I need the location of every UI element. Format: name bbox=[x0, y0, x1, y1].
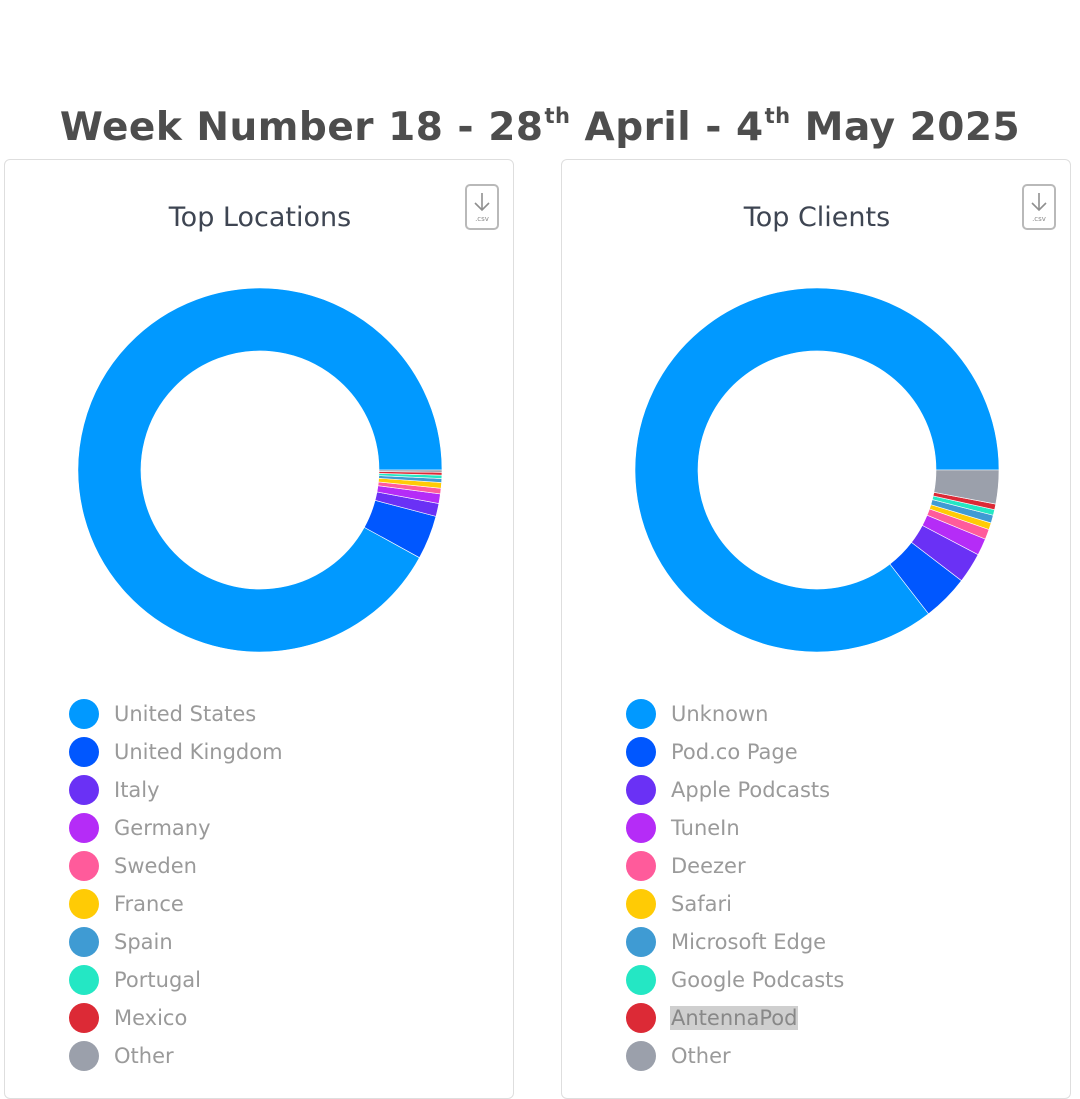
legend-label: AntennaPod bbox=[670, 1006, 799, 1030]
legend-swatch bbox=[69, 1041, 99, 1071]
top-locations-card: Top Locations .csv United States United K… bbox=[4, 159, 514, 1099]
legend-swatch bbox=[69, 775, 99, 805]
legend-label: Other bbox=[671, 1044, 731, 1068]
title-text-year: May 2025 bbox=[790, 105, 1021, 150]
legend-label: Microsoft Edge bbox=[671, 930, 827, 954]
legend-item-tunein[interactable]: TuneIn bbox=[626, 809, 845, 847]
legend-item-deezer[interactable]: Deezer bbox=[626, 847, 845, 885]
legend-item-united-states[interactable]: United States bbox=[69, 695, 284, 733]
legend-label: Germany bbox=[114, 816, 211, 840]
csv-label: .csv bbox=[475, 215, 489, 223]
legend-item-apple-podcasts[interactable]: Apple Podcasts bbox=[626, 771, 845, 809]
legend-item-other[interactable]: Other bbox=[69, 1037, 284, 1075]
chart-title: Top Clients bbox=[743, 202, 891, 233]
clients-donut-chart bbox=[634, 287, 1000, 653]
clients-legend: Unknown Pod.co Page Apple Podcasts TuneIn De… bbox=[626, 695, 845, 1075]
legend-label: Portugal bbox=[114, 968, 201, 992]
legend-item-unknown[interactable]: Unknown bbox=[626, 695, 845, 733]
legend-item-antennapod[interactable]: AntennaPod bbox=[626, 999, 845, 1037]
legend-swatch bbox=[626, 699, 656, 729]
page-title: Week Number 18 - 28th April - 4th May 20… bbox=[0, 104, 1080, 150]
legend-item-italy[interactable]: Italy bbox=[69, 771, 284, 809]
legend-label: TuneIn bbox=[671, 816, 740, 840]
csv-label: .csv bbox=[1032, 215, 1046, 223]
legend-label: France bbox=[114, 892, 184, 916]
title-ordinal: th bbox=[764, 104, 791, 128]
legend-item-france[interactable]: France bbox=[69, 885, 284, 923]
legend-item-united-kingdom[interactable]: United Kingdom bbox=[69, 733, 284, 771]
legend-swatch bbox=[626, 965, 656, 995]
legend-label: Unknown bbox=[671, 702, 769, 726]
legend-swatch bbox=[69, 699, 99, 729]
legend-label: Italy bbox=[114, 778, 160, 802]
legend-item-safari[interactable]: Safari bbox=[626, 885, 845, 923]
download-csv-button[interactable]: .csv bbox=[1022, 184, 1056, 230]
title-text-week: Week Number 18 - 28 bbox=[59, 105, 544, 150]
legend-label: Pod.co Page bbox=[671, 740, 798, 764]
download-arrow-icon bbox=[474, 193, 490, 212]
locations-donut-chart bbox=[77, 287, 443, 653]
legend-swatch bbox=[69, 965, 99, 995]
legend-item-google-podcasts[interactable]: Google Podcasts bbox=[626, 961, 845, 999]
legend-item-germany[interactable]: Germany bbox=[69, 809, 284, 847]
legend-label: Sweden bbox=[114, 854, 197, 878]
legend-label: Apple Podcasts bbox=[671, 778, 831, 802]
download-csv-button[interactable]: .csv bbox=[465, 184, 499, 230]
legend-label: Spain bbox=[114, 930, 173, 954]
download-arrow-icon bbox=[1031, 193, 1047, 212]
legend-item-portugal[interactable]: Portugal bbox=[69, 961, 284, 999]
legend-swatch bbox=[69, 927, 99, 957]
legend-label: United States bbox=[114, 702, 257, 726]
legend-swatch bbox=[626, 889, 656, 919]
legend-swatch bbox=[69, 1003, 99, 1033]
legend-item-pod-co-page[interactable]: Pod.co Page bbox=[626, 733, 845, 771]
legend-swatch bbox=[69, 889, 99, 919]
legend-swatch bbox=[626, 1041, 656, 1071]
legend-swatch bbox=[626, 1003, 656, 1033]
slice-other[interactable] bbox=[933, 469, 1000, 505]
title-ordinal: th bbox=[544, 104, 571, 128]
top-clients-card: Top Clients .csv Unknown Pod.co Page Apple… bbox=[561, 159, 1071, 1099]
title-text-month: April - 4 bbox=[570, 105, 764, 150]
legend-label: Mexico bbox=[114, 1006, 188, 1030]
slice-unknown[interactable] bbox=[634, 287, 1000, 653]
legend-label: Safari bbox=[671, 892, 732, 916]
legend-label: Deezer bbox=[671, 854, 746, 878]
legend-swatch bbox=[626, 813, 656, 843]
legend-swatch bbox=[69, 737, 99, 767]
legend-label: United Kingdom bbox=[114, 740, 283, 764]
legend-item-spain[interactable]: Spain bbox=[69, 923, 284, 961]
legend-item-other[interactable]: Other bbox=[626, 1037, 845, 1075]
legend-swatch bbox=[626, 927, 656, 957]
legend-item-mexico[interactable]: Mexico bbox=[69, 999, 284, 1037]
legend-swatch bbox=[626, 775, 656, 805]
legend-label: Google Podcasts bbox=[671, 968, 845, 992]
slice-other[interactable] bbox=[378, 469, 443, 473]
legend-item-microsoft-edge[interactable]: Microsoft Edge bbox=[626, 923, 845, 961]
legend-label: Other bbox=[114, 1044, 174, 1068]
chart-title: Top Locations bbox=[168, 202, 352, 233]
legend-swatch bbox=[626, 851, 656, 881]
legend-item-sweden[interactable]: Sweden bbox=[69, 847, 284, 885]
legend-swatch bbox=[626, 737, 656, 767]
legend-swatch bbox=[69, 851, 99, 881]
locations-legend: United States United Kingdom Italy Germany S… bbox=[69, 695, 284, 1075]
slice-united-states[interactable] bbox=[77, 287, 443, 653]
legend-swatch bbox=[69, 813, 99, 843]
